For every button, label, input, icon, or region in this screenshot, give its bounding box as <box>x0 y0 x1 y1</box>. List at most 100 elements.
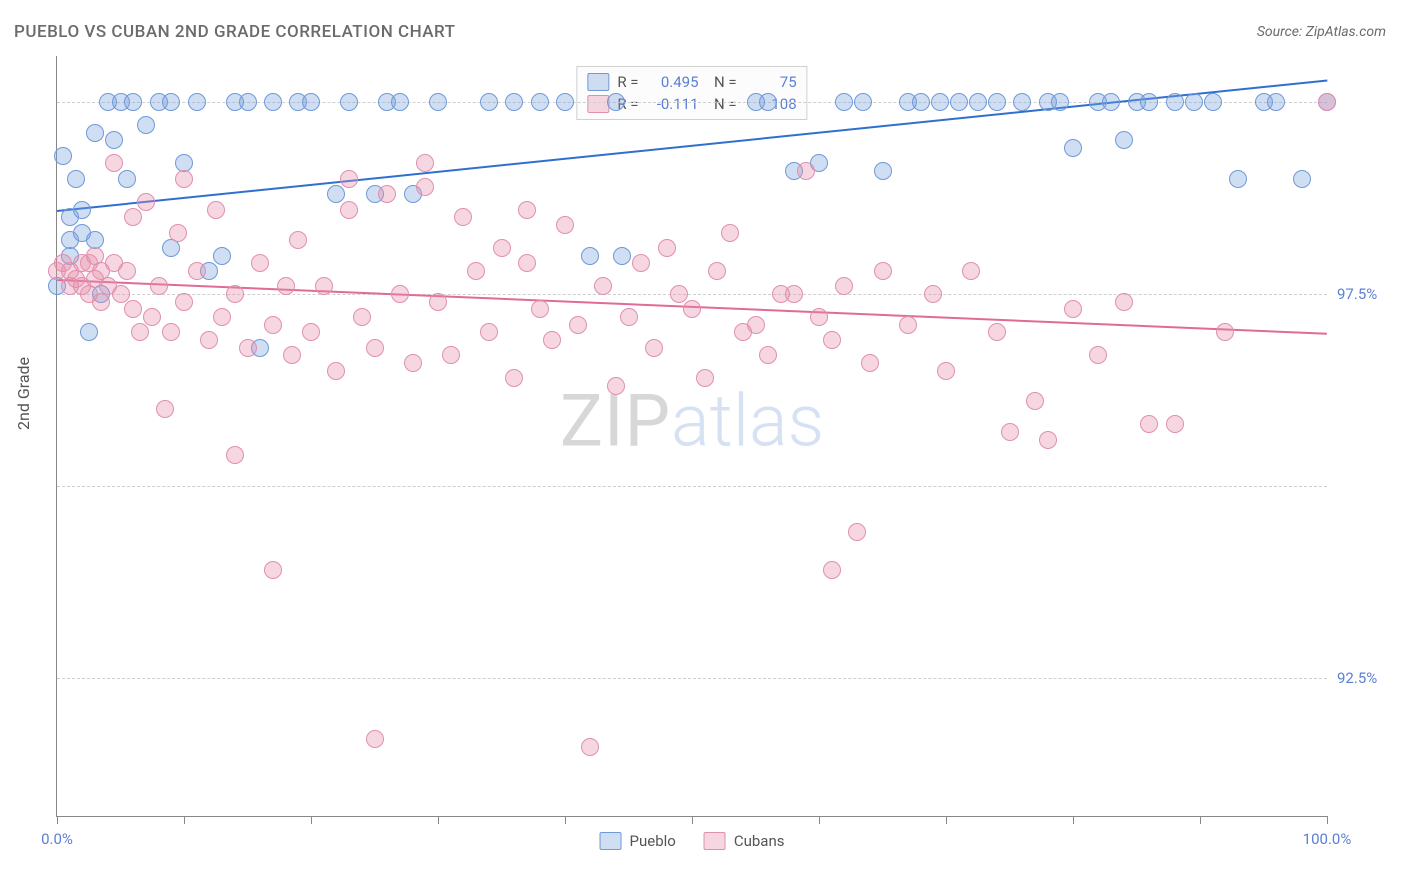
data-point-pueblo <box>1185 93 1203 111</box>
data-point-cubans <box>1039 431 1057 449</box>
data-point-pueblo <box>1140 93 1158 111</box>
watermark-right: atlas <box>671 378 824 463</box>
data-point-pueblo <box>581 247 599 265</box>
data-point-cubans <box>277 277 295 295</box>
data-point-cubans <box>543 331 561 349</box>
data-point-pueblo <box>912 93 930 111</box>
data-point-cubans <box>315 277 333 295</box>
data-point-cubans <box>442 346 460 364</box>
data-point-pueblo <box>854 93 872 111</box>
x-tick-label: 0.0% <box>41 830 73 848</box>
data-point-pueblo <box>1267 93 1285 111</box>
data-point-pueblo <box>1229 170 1247 188</box>
data-point-pueblo <box>302 93 320 111</box>
data-point-cubans <box>105 154 123 172</box>
data-point-pueblo <box>1051 93 1069 111</box>
data-point-cubans <box>162 323 180 341</box>
data-point-pueblo <box>505 93 523 111</box>
data-point-cubans <box>810 308 828 326</box>
data-point-cubans <box>937 362 955 380</box>
data-point-pueblo <box>556 93 574 111</box>
y-axis-label: 2nd Grade <box>14 357 33 430</box>
data-point-pueblo <box>340 93 358 111</box>
legend-label-pueblo: Pueblo <box>630 832 676 850</box>
data-point-pueblo <box>950 93 968 111</box>
data-point-cubans <box>1318 93 1336 111</box>
data-point-cubans <box>874 262 892 280</box>
data-point-cubans <box>581 738 599 756</box>
data-point-pueblo <box>86 124 104 142</box>
data-point-cubans <box>708 262 726 280</box>
data-point-pueblo <box>969 93 987 111</box>
x-tick <box>1327 816 1328 824</box>
data-point-pueblo <box>1293 170 1311 188</box>
data-point-cubans <box>594 277 612 295</box>
data-point-cubans <box>404 354 422 372</box>
x-tick <box>1200 816 1201 824</box>
data-point-cubans <box>518 201 536 219</box>
data-point-cubans <box>1166 415 1184 433</box>
data-point-pueblo <box>874 162 892 180</box>
data-point-cubans <box>207 201 225 219</box>
data-point-cubans <box>1115 293 1133 311</box>
data-point-cubans <box>416 154 434 172</box>
data-point-cubans <box>124 300 142 318</box>
data-point-cubans <box>124 208 142 226</box>
data-point-cubans <box>289 231 307 249</box>
data-point-pueblo <box>162 93 180 111</box>
data-point-cubans <box>92 293 110 311</box>
y-tick-label: 97.5% <box>1337 285 1401 303</box>
data-point-cubans <box>1216 323 1234 341</box>
plot-area: ZIPatlas R = 0.495 N = 75 R = -0.111 N =… <box>56 56 1327 817</box>
data-point-cubans <box>188 262 206 280</box>
data-point-cubans <box>1064 300 1082 318</box>
data-point-pueblo <box>429 93 447 111</box>
data-point-pueblo <box>931 93 949 111</box>
legend-label-cubans: Cubans <box>734 832 785 850</box>
data-point-cubans <box>518 254 536 272</box>
gridline-horizontal <box>57 486 1327 487</box>
data-point-cubans <box>1140 415 1158 433</box>
data-point-pueblo <box>327 185 345 203</box>
data-point-pueblo <box>264 93 282 111</box>
x-tick <box>438 816 439 824</box>
data-point-cubans <box>175 170 193 188</box>
data-point-cubans <box>1089 346 1107 364</box>
data-point-cubans <box>200 331 218 349</box>
stats-r-value-pueblo: 0.495 <box>647 73 699 91</box>
x-tick <box>1073 816 1074 824</box>
data-point-cubans <box>899 316 917 334</box>
y-tick-label: 92.5% <box>1337 669 1401 687</box>
stats-n-label: N = <box>707 73 737 91</box>
data-point-cubans <box>137 193 155 211</box>
data-point-cubans <box>251 254 269 272</box>
data-point-cubans <box>353 308 371 326</box>
data-point-cubans <box>683 300 701 318</box>
stats-n-label: N = <box>707 95 737 113</box>
data-point-cubans <box>391 285 409 303</box>
data-point-pueblo <box>988 93 1006 111</box>
data-point-cubans <box>658 239 676 257</box>
data-point-cubans <box>131 323 149 341</box>
data-point-cubans <box>747 316 765 334</box>
data-point-cubans <box>175 293 193 311</box>
data-point-cubans <box>632 254 650 272</box>
data-point-pueblo <box>613 247 631 265</box>
data-point-pueblo <box>759 93 777 111</box>
data-point-cubans <box>962 262 980 280</box>
data-point-pueblo <box>607 93 625 111</box>
data-point-cubans <box>366 730 384 748</box>
data-point-cubans <box>264 316 282 334</box>
data-point-pueblo <box>391 93 409 111</box>
stats-r-label: R = <box>617 73 638 91</box>
data-point-pueblo <box>105 131 123 149</box>
data-point-pueblo <box>1166 93 1184 111</box>
chart-title: PUEBLO VS CUBAN 2ND GRADE CORRELATION CH… <box>14 22 456 42</box>
data-point-cubans <box>670 285 688 303</box>
data-point-pueblo <box>1102 93 1120 111</box>
data-point-cubans <box>505 369 523 387</box>
source-attribution: Source: ZipAtlas.com <box>1257 24 1386 40</box>
bottom-legend: Pueblo Cubans <box>600 832 785 850</box>
data-point-pueblo <box>480 93 498 111</box>
gridline-horizontal <box>57 678 1327 679</box>
